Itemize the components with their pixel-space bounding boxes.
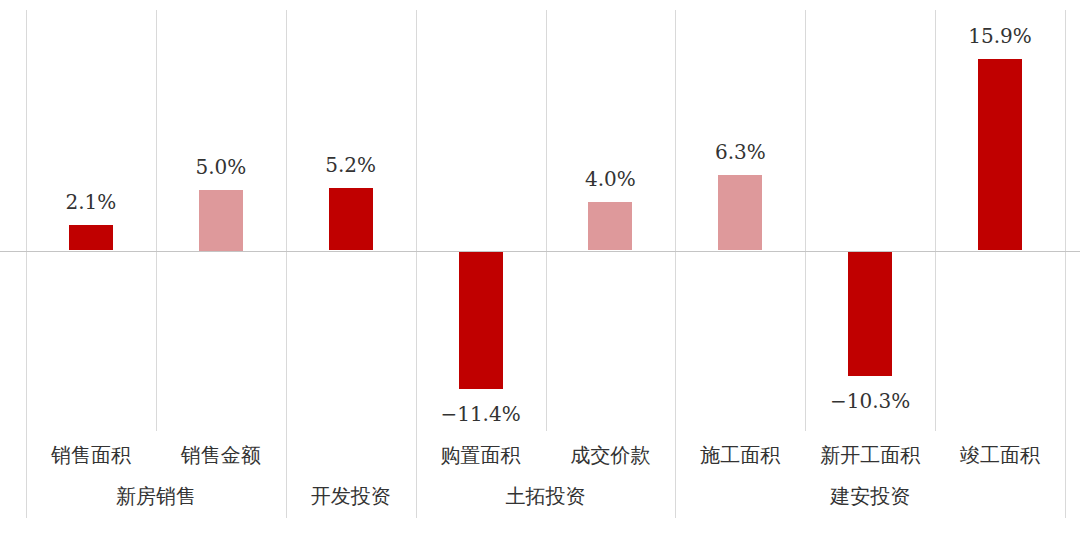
bar	[459, 252, 503, 389]
bar	[329, 188, 373, 251]
category-separator-gridline	[546, 10, 547, 431]
category-label: 施工面积	[675, 444, 805, 466]
category-label: 销售金额	[156, 444, 286, 466]
category-separator-gridline	[935, 10, 936, 431]
category-label: 成交价款	[546, 444, 676, 466]
bar-value-label: 4.0%	[540, 168, 680, 190]
bar-value-label: 5.0%	[151, 156, 291, 178]
bar-chart: 2.1% 销售面积 5.0% 销售金额 5.2% −11.4% 购置面积 4.0% 成交价款 6.…	[0, 0, 1080, 537]
category-separator-gridline	[805, 10, 806, 431]
bar-value-label: 15.9%	[930, 25, 1070, 47]
bar	[588, 202, 632, 250]
group-separator-gridline	[675, 10, 676, 518]
category-label: 新开工面积	[805, 444, 935, 466]
bar-value-label: −11.4%	[411, 403, 551, 425]
bar-value-label: −10.3%	[800, 390, 940, 412]
bar-value-label: 5.2%	[281, 154, 421, 176]
category-label: 竣工面积	[935, 444, 1065, 466]
group-separator-gridline	[1065, 10, 1066, 518]
zero-axis-line	[0, 251, 1080, 252]
group-label: 土拓投资	[416, 485, 676, 507]
bar	[69, 225, 113, 250]
category-label: 销售面积	[26, 444, 156, 466]
group-label: 建安投资	[675, 485, 1065, 507]
bar	[199, 190, 243, 250]
group-label: 开发投资	[286, 485, 416, 507]
group-separator-gridline	[416, 10, 417, 518]
bar	[848, 252, 892, 376]
bar	[718, 175, 762, 251]
bar-value-label: 6.3%	[670, 141, 810, 163]
category-label: 购置面积	[416, 444, 546, 466]
bar-value-label: 2.1%	[21, 191, 161, 213]
group-separator-gridline	[26, 10, 27, 518]
group-label: 新房销售	[26, 485, 286, 507]
group-separator-gridline	[286, 10, 287, 518]
category-separator-gridline	[156, 10, 157, 431]
bar	[978, 59, 1022, 251]
